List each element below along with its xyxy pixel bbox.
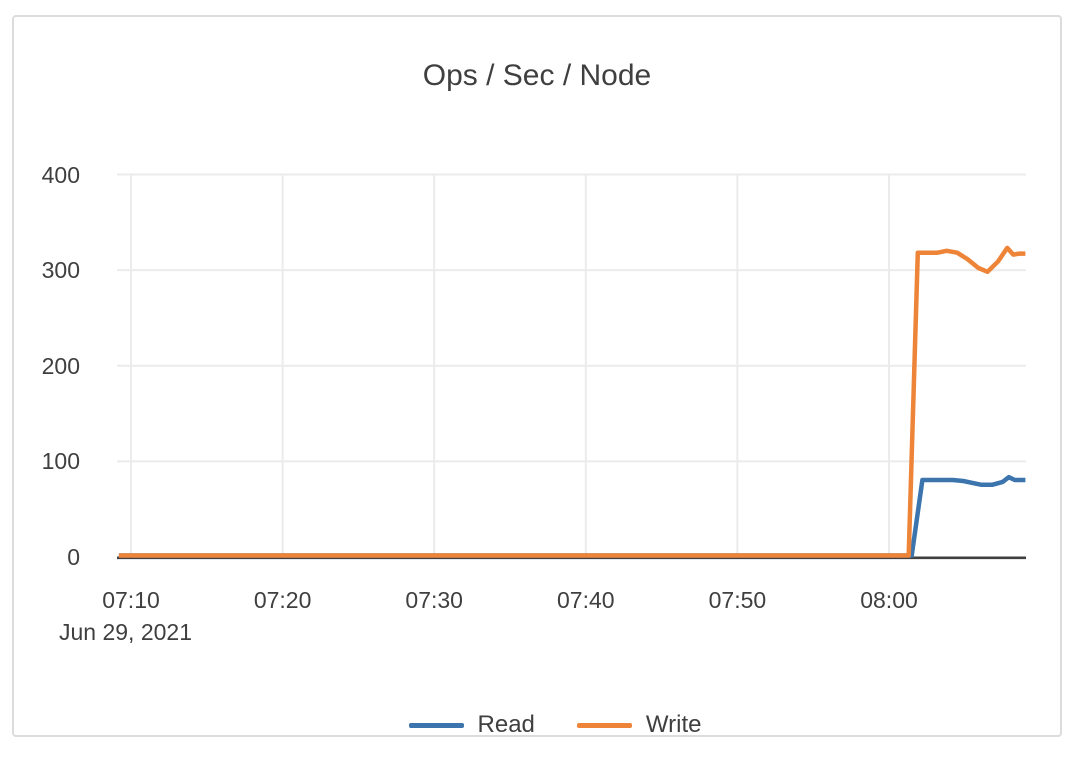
chart-card: Ops / Sec / Node 0 100 200 300 400 07:10 07:2…	[12, 15, 1062, 738]
y-tick-label-100: 100	[41, 448, 80, 475]
legend-item-read[interactable]: Read	[408, 711, 535, 739]
x-tick-label-07:50: 07:50	[708, 587, 767, 613]
legend-label-read: Read	[477, 711, 535, 738]
y-tick-label-400: 400	[41, 161, 80, 188]
plot-area[interactable]	[14, 17, 1070, 765]
x-tick-label-08:00: 08:00	[860, 587, 918, 613]
series-line-write[interactable]	[118, 245, 1026, 558]
legend-swatch-write	[576, 722, 632, 728]
legend-item-write[interactable]: Write	[576, 711, 702, 739]
x-tick-label-07:40: 07:40	[557, 587, 615, 613]
x-tick-label-07:10: 07:10	[102, 587, 160, 613]
x-tick-label-07:20: 07:20	[253, 587, 312, 613]
legend: Read Write	[32, 711, 1070, 739]
legend-label-write: Write	[645, 711, 702, 738]
y-tick-label-0: 0	[67, 544, 80, 570]
x-tick-label-07:30: 07:30	[405, 587, 463, 613]
y-tick-label-300: 300	[41, 257, 80, 284]
chart-title: Ops / Sec / Node	[422, 59, 652, 92]
y-tick-label-200: 200	[41, 352, 80, 379]
x-axis-date-label: Jun 29, 2021	[59, 619, 193, 645]
legend-swatch-read	[408, 722, 464, 728]
